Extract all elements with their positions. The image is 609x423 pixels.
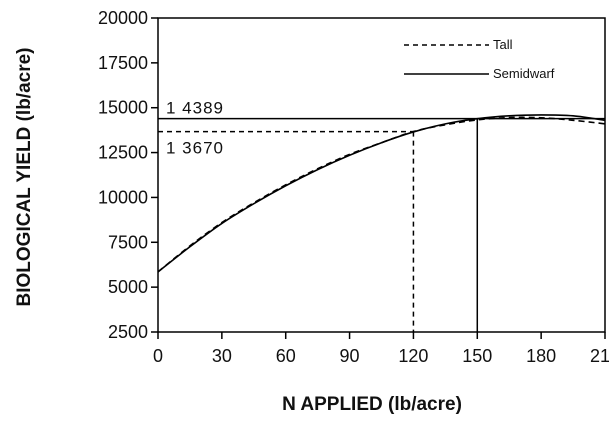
plot-frame (157, 17, 606, 333)
x-tick-label: 150 (462, 346, 492, 366)
x-tick-label: 120 (398, 346, 428, 366)
y-tick-label: 15000 (98, 98, 148, 118)
y-tick-label: 20000 (98, 8, 148, 28)
y-tick-label: 2500 (108, 322, 148, 342)
x-tick-label: 0 (153, 346, 163, 366)
legend: Tall Semidwarf (404, 37, 555, 81)
chart-marks: 1 4389 1 3670 (157, 99, 606, 332)
chart-ticks: 2500 5000 7500 10000 12500 15000 17500 20000 0 30… (98, 8, 609, 366)
y-tick-label: 17500 (98, 53, 148, 73)
legend-label: Tall (493, 37, 513, 52)
series-line-semidwarf (157, 114, 606, 273)
series-line-tall (157, 116, 606, 273)
annotation-label: 1 3670 (166, 139, 224, 158)
annotation-label: 1 4389 (166, 99, 224, 118)
legend-label: Semidwarf (493, 66, 555, 81)
y-tick-label: 7500 (108, 232, 148, 252)
y-tick-label: 5000 (108, 277, 148, 297)
x-tick-label: 180 (526, 346, 556, 366)
y-tick-label: 10000 (98, 187, 148, 207)
x-tick-label: 90 (340, 346, 360, 366)
x-axis-title: N APPLIED (lb/acre) (282, 394, 462, 415)
x-tick-label: 60 (276, 346, 296, 366)
y-tick-label: 12500 (98, 143, 148, 163)
x-tick-label: 210 (590, 346, 609, 366)
x-tick-label: 30 (212, 346, 232, 366)
y-axis-title: BIOLOGICAL YIELD (lb/acre) (14, 47, 35, 306)
